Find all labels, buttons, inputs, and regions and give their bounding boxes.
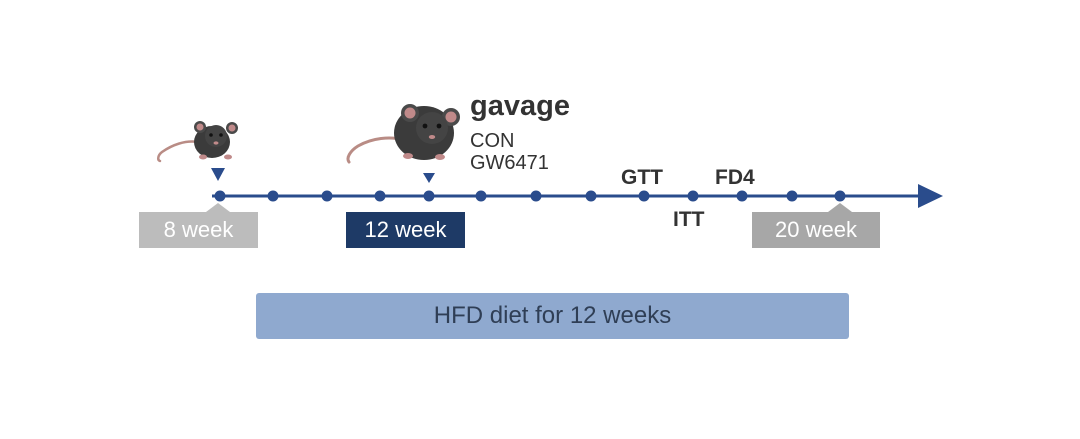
start-week-label: 8 week xyxy=(139,212,258,248)
timeline-tick xyxy=(214,190,226,202)
timeline-tick xyxy=(475,190,487,202)
timeline-tick xyxy=(423,190,435,202)
gavage-marker-icon xyxy=(423,173,435,183)
event-label-fd4: FD4 xyxy=(715,166,755,189)
timeline-ticks xyxy=(214,190,846,202)
start-marker-icon xyxy=(211,168,225,181)
timeline-tick xyxy=(786,190,798,202)
diet-duration-bar: HFD diet for 12 weeks xyxy=(256,293,849,339)
end-week-label: 20 week xyxy=(752,212,880,248)
event-label-itt: ITT xyxy=(673,208,705,231)
end-label-notch xyxy=(828,203,852,212)
timeline-tick xyxy=(530,190,542,202)
timeline-tick xyxy=(321,190,333,202)
mouse-icon xyxy=(346,104,460,164)
gavage-group-label: CON xyxy=(470,130,515,152)
gavage-group-label: GW6471 xyxy=(470,152,549,174)
timeline-tick xyxy=(638,190,650,202)
timeline-tick xyxy=(267,190,279,202)
mouse-icon xyxy=(157,121,238,163)
mid-week-label: 12 week xyxy=(346,212,465,248)
gavage-title: gavage xyxy=(470,90,570,122)
timeline-tick xyxy=(687,190,699,202)
timeline-tick xyxy=(374,190,386,202)
timeline-tick xyxy=(736,190,748,202)
start-label-notch xyxy=(206,203,230,212)
event-label-gtt: GTT xyxy=(621,166,663,189)
timeline-arrowhead-icon xyxy=(918,184,943,208)
timeline-tick xyxy=(834,190,846,202)
timeline-tick xyxy=(585,190,597,202)
